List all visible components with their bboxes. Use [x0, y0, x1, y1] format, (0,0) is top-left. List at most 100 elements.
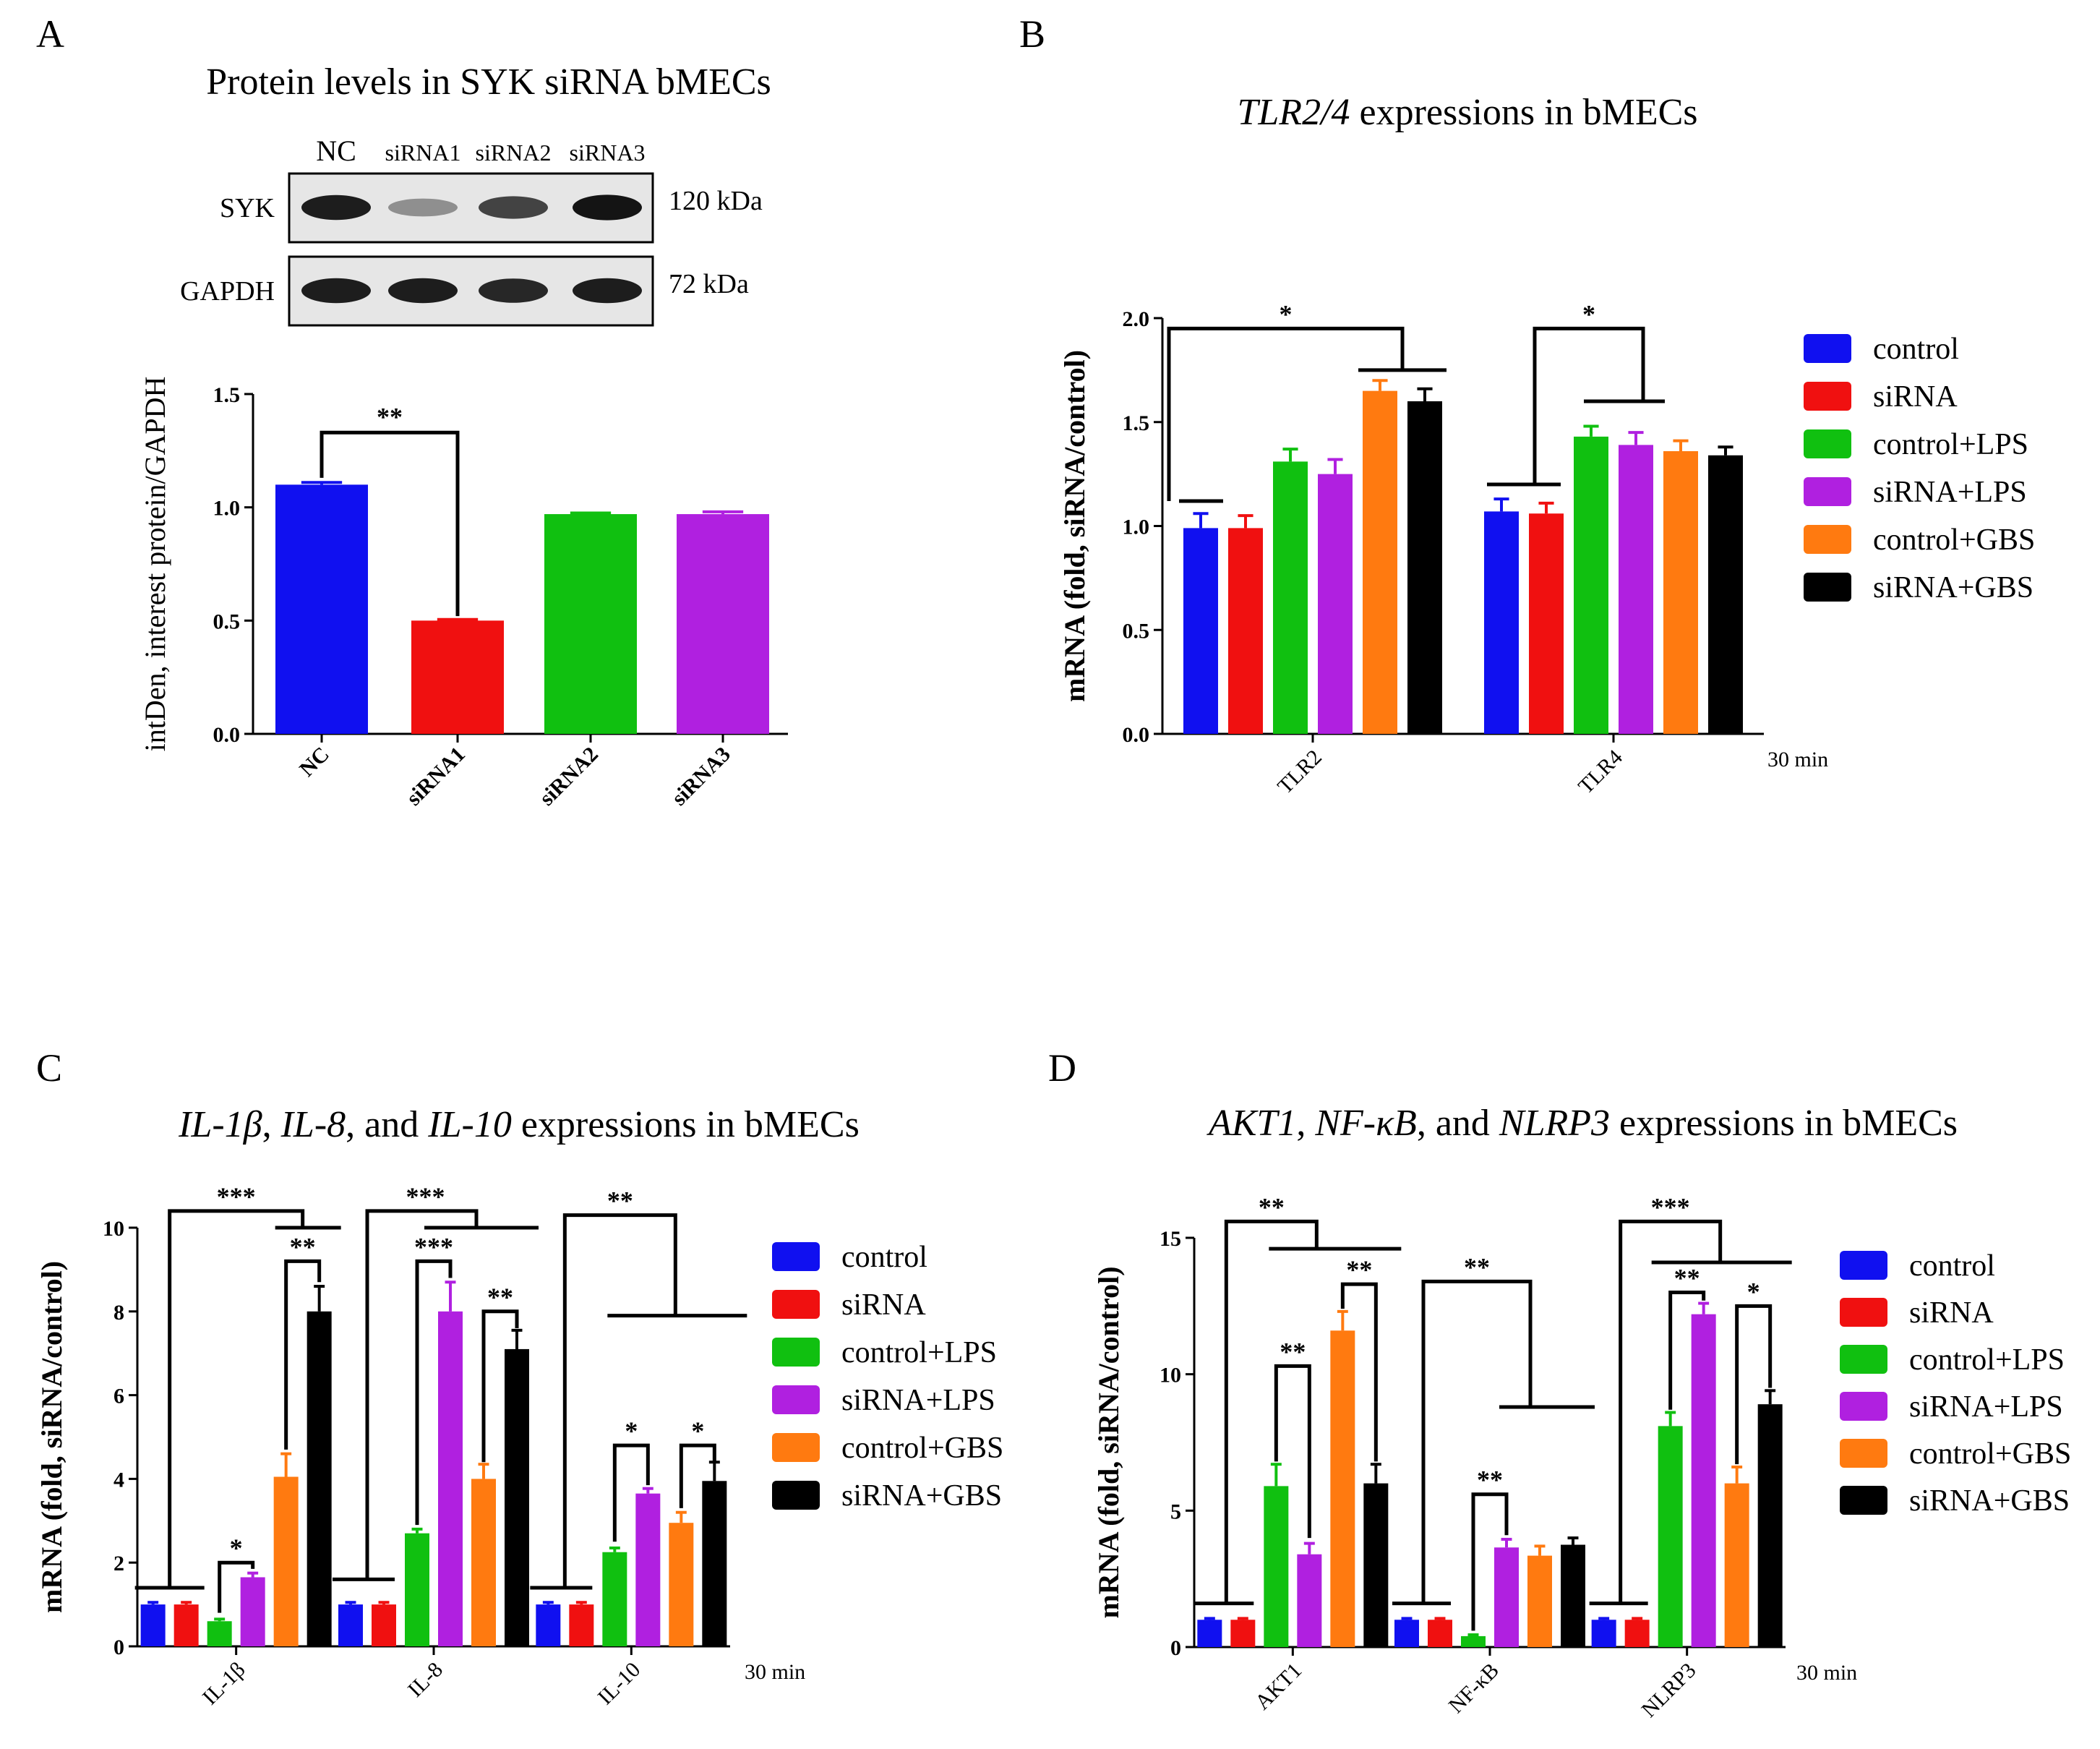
sig-nlrp3-gbs	[1735, 1304, 1773, 1465]
sig-il8-gbs-label: **	[487, 1283, 513, 1312]
blot-band-gapdh-sirna2	[479, 278, 548, 303]
y-tick-label: 2.0	[1123, 307, 1150, 331]
bar-il-1-sirna-gbs	[307, 1311, 332, 1646]
blot-band-syk-sirna1	[388, 198, 458, 217]
bar-il-8-sirna-gbs	[505, 1348, 529, 1646]
chart-c: 0 2 4 6 8 10 mRNA (fold, siRNA/control) IL-1β IL…	[35, 1182, 1003, 1710]
legend-label-control: control	[1909, 1249, 1995, 1283]
title-part-5: expressions in bMECs	[1610, 1103, 1958, 1144]
bar-nf-b-sirna	[1428, 1620, 1452, 1647]
bar-akt1-control-gbs	[1330, 1330, 1355, 1647]
sig-label-tlr2: *	[1280, 299, 1293, 328]
bar-nlrp3-sirna	[1624, 1620, 1650, 1647]
blot-protein-gapdh: GAPDH	[180, 276, 275, 307]
legend-label-sirna-lps: siRNA+LPS	[841, 1384, 995, 1417]
bar-il-1-sirna-lps	[240, 1577, 265, 1646]
legend-swatch-control	[1840, 1251, 1887, 1280]
legend-swatch-sirna-lps	[1804, 477, 1851, 506]
x-tick-label-il-10: IL-10	[593, 1658, 646, 1710]
bar-tlr2-control-lps	[1273, 461, 1308, 734]
sig-il10-lps	[612, 1443, 650, 1542]
x-tick-label-nlrp3: NLRP3	[1637, 1659, 1700, 1722]
legend-label-sirna: siRNA	[841, 1288, 926, 1322]
legend-label-control: control	[1873, 333, 1959, 366]
sig-akt1-gbs-label: **	[1346, 1255, 1372, 1284]
sig-overall-il10	[530, 1213, 747, 1590]
bar-il-10-control	[536, 1604, 561, 1646]
y-tick-label: 0	[113, 1635, 124, 1659]
bar-tlr4-control	[1484, 511, 1519, 734]
sig-overall-il8-label: ***	[406, 1182, 445, 1211]
legend-swatch-sirna	[772, 1290, 820, 1319]
bar-nlrp3-control-gbs	[1724, 1483, 1749, 1647]
panel-c-title: IL-1β, IL-8, and IL-10 expressions in bM…	[178, 1104, 860, 1145]
y-tick-label: 1.5	[213, 383, 241, 407]
blot-kda-syk: 120 kDa	[669, 186, 763, 216]
bar-il-8-control-gbs	[471, 1479, 496, 1646]
title-part-0: IL-1β	[178, 1104, 262, 1145]
bar-akt1-sirna	[1230, 1620, 1256, 1647]
time-label: 30 min	[1796, 1661, 1857, 1685]
bar-il-1-sirna	[173, 1604, 199, 1646]
sig-bracket-tlr4	[1487, 326, 1665, 487]
sig-il1b-lps-label: *	[230, 1534, 243, 1562]
legend-label-sirna-lps: siRNA+LPS	[1873, 476, 2027, 509]
chart-b: 0.0 0.5 1.0 1.5 2.0 mRNA (fold, siRNA/control…	[1058, 299, 2035, 798]
bar-nf-b-sirna-lps	[1494, 1547, 1519, 1647]
legend-swatch-control-lps	[1804, 429, 1851, 458]
legend-label-sirna: siRNA	[1909, 1296, 1994, 1330]
legend-label-control: control	[841, 1241, 927, 1274]
legend-swatch-control-gbs	[1804, 525, 1851, 554]
sig-overall-nfkb	[1392, 1279, 1595, 1606]
bar-il-1-control-gbs	[273, 1476, 299, 1646]
bar-tlr2-sirna-gbs	[1407, 401, 1442, 734]
blot-band-gapdh-sirna1	[388, 278, 458, 304]
panel-d-title: AKT1, NF-κB, and NLRP3 expressions in bM…	[1207, 1103, 1958, 1144]
x-tick-label-tlr4: TLR4	[1574, 745, 1627, 799]
sig-overall-nlrp3-label: ***	[1651, 1192, 1690, 1221]
sig-il8-lps	[415, 1259, 453, 1526]
legend-label-sirna-lps: siRNA+LPS	[1909, 1390, 2063, 1424]
sig-il10-lps-label: *	[625, 1416, 638, 1445]
bar-nf-b-sirna-gbs	[1561, 1544, 1585, 1647]
legend-swatch-sirna	[1804, 382, 1851, 411]
legend-label-sirna-gbs: siRNA+GBS	[841, 1479, 1002, 1513]
y-tick-label: 1.0	[1123, 516, 1150, 539]
legend-label-control-lps: control+LPS	[841, 1336, 997, 1369]
blot-lane-sirna1: siRNA1	[385, 140, 461, 166]
panel-letter-a: A	[36, 12, 64, 56]
legend-swatch-control-gbs	[772, 1433, 820, 1462]
blot-band-syk-sirna2	[479, 196, 548, 219]
sig-akt1-gbs	[1340, 1282, 1378, 1462]
bar-tlr4-sirna-lps	[1619, 445, 1653, 734]
y-tick-label: 8	[113, 1301, 124, 1325]
sig-il8-gbs	[481, 1309, 519, 1463]
bar-il-10-sirna-lps	[635, 1493, 661, 1646]
y-axis-label: mRNA (fold, siRNA/control)	[1058, 350, 1091, 702]
sig-il1b-lps	[218, 1560, 255, 1613]
sig-il10-gbs-label: *	[691, 1416, 704, 1445]
y-tick-label: 0.5	[213, 610, 241, 633]
bar-tlr2-sirna	[1228, 528, 1263, 734]
x-tick-label-sirna2: siRNA2	[535, 743, 603, 811]
bar-il-10-control-lps	[602, 1552, 627, 1646]
blot-kda-gapdh: 72 kDa	[669, 269, 749, 299]
panel-b-title-italic: TLR2/4	[1237, 92, 1350, 133]
blot-band-syk-sirna3	[573, 194, 642, 221]
sig-nfkb-lps	[1471, 1492, 1509, 1631]
legend-label-control-gbs: control+GBS	[841, 1432, 1003, 1465]
blot-lane-nc: NC	[316, 134, 356, 167]
sig-overall-il1b-label: ***	[217, 1182, 256, 1211]
legend-swatch-control-gbs	[1840, 1439, 1887, 1468]
legend-swatch-control	[1804, 334, 1851, 363]
bar-il-10-sirna-gbs	[702, 1481, 727, 1646]
y-tick-label: 10	[103, 1217, 124, 1241]
title-part-1: ,	[262, 1104, 281, 1145]
time-label: 30 min	[1767, 748, 1828, 771]
blot-band-syk-nc	[301, 194, 371, 221]
bar-nlrp3-control-lps	[1658, 1426, 1683, 1647]
legend-label-sirna-gbs: siRNA+GBS	[1909, 1484, 2070, 1518]
blot-protein-syk: SYK	[220, 193, 275, 223]
panel-letter-b: B	[1019, 12, 1045, 56]
bar-il-8-control-lps	[405, 1533, 429, 1646]
